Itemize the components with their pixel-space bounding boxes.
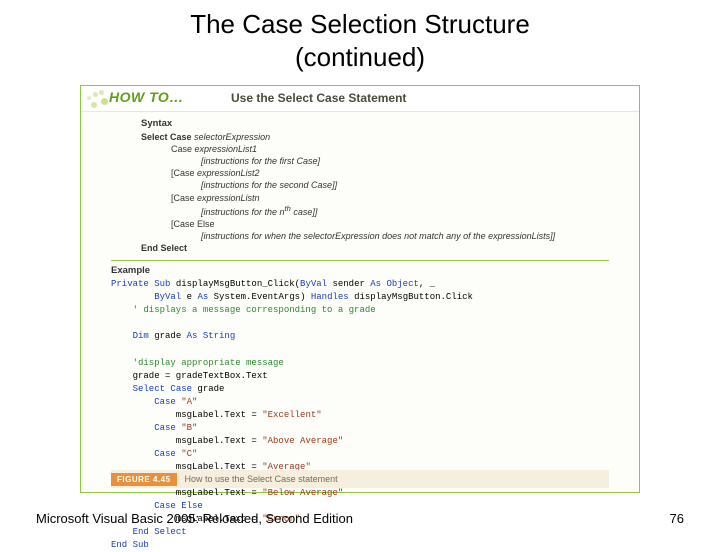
code-l05d: As String xyxy=(187,331,236,341)
code-l10d: "A" xyxy=(181,397,197,407)
code-l01a: Private Sub xyxy=(111,279,170,289)
code-l12d: "B" xyxy=(181,423,197,433)
syntax-caseN: [Case expressionListn xyxy=(141,192,639,204)
code-l10a xyxy=(111,397,154,407)
code-l02b: ByVal xyxy=(154,292,181,302)
title-line-2: (continued) xyxy=(295,42,425,72)
syntax-case2-expr: expressionList2 xyxy=(197,168,260,178)
syntax-selector: selectorExpression xyxy=(194,132,270,142)
code-l02c: e xyxy=(181,292,197,302)
syntax-select: Select Case selectorExpression xyxy=(141,131,639,143)
code-l05a xyxy=(111,331,133,341)
code-l07: 'display appropriate message xyxy=(111,358,284,368)
syntax-block: Syntax Select Case selectorExpression Ca… xyxy=(81,112,639,254)
code-l17a: msgLabel.Text = xyxy=(111,488,262,498)
example-heading: Example xyxy=(81,261,639,276)
code-l11a: msgLabel.Text = xyxy=(111,410,262,420)
code-l11b: "Excellent" xyxy=(262,410,321,420)
code-l01c: ByVal xyxy=(300,279,327,289)
code-l13a: msgLabel.Text = xyxy=(111,436,262,446)
syntax-case2-instr: [instructions for the second Case]] xyxy=(141,179,639,191)
howto-banner: HOW TO… Use the Select Case Statement xyxy=(81,86,639,112)
code-l02a xyxy=(111,292,154,302)
figure-badge: FIGURE 4.45 xyxy=(111,473,177,486)
code-l02f: Handles xyxy=(311,292,349,302)
syntax-caseN-instr: [instructions for the nth case]] xyxy=(141,204,639,218)
code-l09b: Select Case xyxy=(133,384,192,394)
code-l02g: displayMsgButton.Click xyxy=(349,292,473,302)
code-l12a xyxy=(111,423,154,433)
code-l05b: Dim xyxy=(133,331,149,341)
syntax-caseN-expr: expressionListn xyxy=(197,193,260,203)
code-l10b: Case xyxy=(154,397,176,407)
figure-box: HOW TO… Use the Select Case Statement Sy… xyxy=(80,85,640,493)
howto-title: Use the Select Case Statement xyxy=(231,91,406,105)
code-l08: grade = gradeTextBox.Text xyxy=(111,371,268,381)
code-l09c: grade xyxy=(192,384,224,394)
syntax-case-else: [Case Else xyxy=(141,218,639,230)
code-l03: ' displays a message corresponding to a … xyxy=(111,305,376,315)
slide-title: The Case Selection Structure (continued) xyxy=(0,0,720,73)
syntax-case1-instr: [instructions for the first Case] xyxy=(141,155,639,167)
title-line-1: The Case Selection Structure xyxy=(190,9,530,39)
syntax-case1: Case expressionList1 xyxy=(141,143,639,155)
code-l20a xyxy=(111,527,133,537)
code-l01f: , _ xyxy=(419,279,435,289)
code-l05c: grade xyxy=(149,331,187,341)
syntax-end: End Select xyxy=(141,242,639,254)
code-l14b: Case xyxy=(154,449,176,459)
code-l20b: End Select xyxy=(133,527,187,537)
code-l21b: End Sub xyxy=(111,540,149,550)
code-l13b: "Above Average" xyxy=(262,436,343,446)
code-l01b: displayMsgButton_Click( xyxy=(170,279,300,289)
syntax-caseN-instr-b: case]] xyxy=(291,207,318,217)
syntax-heading: Syntax xyxy=(141,118,639,131)
syntax-caseN-instr-a: [instructions for the n xyxy=(201,207,285,217)
code-l18a xyxy=(111,501,154,511)
code-l17b: "Below Average" xyxy=(262,488,343,498)
code-l12b: Case xyxy=(154,423,176,433)
code-l01d: sender xyxy=(327,279,370,289)
code-l14d: "C" xyxy=(181,449,197,459)
code-l02d: As xyxy=(197,292,208,302)
syntax-case1-kw: Case xyxy=(171,144,195,154)
syntax-case1-expr: expressionList1 xyxy=(195,144,258,154)
syntax-case2: [Case expressionList2 xyxy=(141,167,639,179)
syntax-end-kw: End Select xyxy=(141,243,187,253)
code-l14a xyxy=(111,449,154,459)
howto-label: HOW TO… xyxy=(109,89,184,105)
code-l02e: System.EventArgs) xyxy=(208,292,311,302)
code-l09a xyxy=(111,384,133,394)
figure-caption-text: How to use the Select Case statement xyxy=(177,474,338,484)
footer-left: Microsoft Visual Basic 2005: Reloaded, S… xyxy=(36,511,353,526)
code-l18b: Case Else xyxy=(154,501,203,511)
figure-caption: FIGURE 4.45 How to use the Select Case s… xyxy=(111,470,609,488)
syntax-caseN-kw: [Case xyxy=(171,193,197,203)
syntax-select-kw: Select Case xyxy=(141,132,194,142)
code-l01e: As Object xyxy=(370,279,419,289)
page-number: 76 xyxy=(670,511,684,526)
syntax-case-else-instr: [instructions for when the selectorExpre… xyxy=(141,230,639,242)
syntax-case2-kw: [Case xyxy=(171,168,197,178)
